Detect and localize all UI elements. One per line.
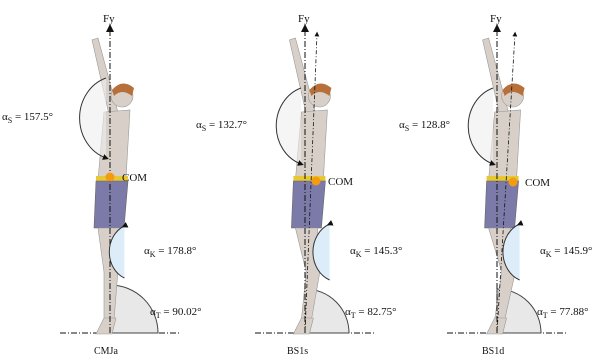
athlete-foot <box>486 317 507 335</box>
com-marker <box>508 177 518 187</box>
fy-label: Fy <box>103 13 115 25</box>
knee-angle-label: αK = 145.3° <box>350 245 402 259</box>
com-label: COM <box>122 172 147 184</box>
athlete-torso <box>488 109 521 181</box>
shoulder-angle-arc <box>79 77 109 160</box>
knee-angle-label: αK = 145.9° <box>540 245 592 259</box>
shoulder-angle-label: αS = 128.8° <box>399 119 450 133</box>
trunk-angle-label: αT = 90.02° <box>150 306 202 320</box>
fy-label: Fy <box>298 13 310 25</box>
knee-angle-arc <box>312 220 334 281</box>
athlete-belt <box>293 176 326 181</box>
panel-cmja: Fy COM αS = 157.5° αK = 178.8° αT = 90.02° CM… <box>2 13 202 357</box>
athlete-foot <box>292 317 314 335</box>
shoulder-angle-arc <box>275 87 304 166</box>
trunk-angle-label: αT = 82.75° <box>345 306 397 320</box>
athlete-belt <box>486 176 519 181</box>
panel-caption: BS1d <box>482 346 504 357</box>
athlete-shorts <box>93 180 129 229</box>
shoulder-angle-label: αS = 132.7° <box>196 119 247 133</box>
shoulder-angle-arc <box>467 87 496 166</box>
athlete-shorts <box>484 180 519 229</box>
knee-angle-arc <box>502 220 524 281</box>
athlete-hair <box>502 83 525 96</box>
com-marker <box>105 172 115 182</box>
athlete-hair <box>112 83 134 96</box>
com-label: COM <box>328 176 353 188</box>
shoulder-angle-label: αS = 157.5° <box>2 111 53 125</box>
athlete-shorts <box>291 180 326 229</box>
body-axis-arrow <box>496 31 518 334</box>
panel-bs1s: Fy COM αS = 132.7° αK = 145.3° αT = 82.75° BS… <box>196 13 402 357</box>
athlete-foot <box>95 317 117 335</box>
body-axis-arrow <box>304 31 320 334</box>
fy-label: Fy <box>490 13 502 25</box>
com-marker <box>311 176 321 186</box>
panel-caption: BS1s <box>287 346 308 357</box>
knee-angle-label: αK = 178.8° <box>144 245 196 259</box>
com-label: COM <box>525 177 550 189</box>
trunk-angle-label: αT = 77.88° <box>537 306 589 320</box>
panel-bs1d: Fy COM αS = 128.8° αK = 145.9° αT = 77.88° BS… <box>399 13 592 357</box>
panel-caption: CMJa <box>94 346 118 357</box>
knee-angle-arc <box>108 222 129 279</box>
